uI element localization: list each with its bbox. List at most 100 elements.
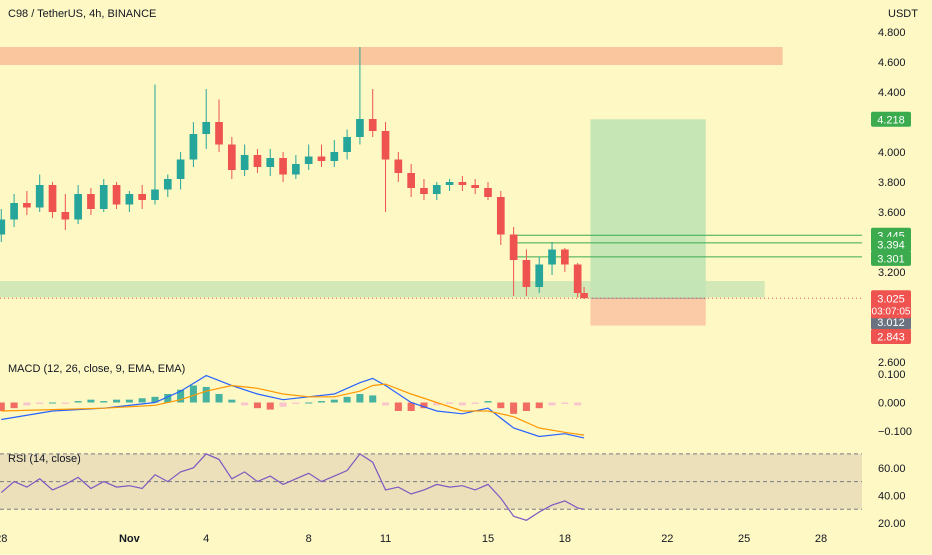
macd-histogram-bar: [382, 402, 390, 406]
macd-histogram-bar: [74, 401, 82, 403]
macd-pane[interactable]: [0, 374, 585, 439]
candle-body[interactable]: [35, 185, 44, 208]
candle-body[interactable]: [580, 293, 588, 299]
time-axis-tick-label: 11: [380, 533, 391, 545]
candle-body[interactable]: [163, 179, 172, 190]
price-tag: 3.301: [877, 253, 905, 265]
candle-body[interactable]: [0, 219, 6, 235]
macd-histogram-bar: [369, 395, 377, 403]
rsi-title: RSI (14, close): [8, 453, 81, 465]
candle-body[interactable]: [394, 159, 403, 174]
candle-body[interactable]: [151, 189, 159, 201]
candle-body[interactable]: [509, 234, 518, 261]
candle-body[interactable]: [471, 185, 480, 188]
candle-body[interactable]: [87, 194, 95, 209]
candle-body[interactable]: [317, 156, 326, 162]
price-tag-bg[interactable]: [871, 236, 911, 252]
macd-histogram-bar: [23, 402, 31, 406]
candle-body[interactable]: [125, 194, 134, 205]
current-price-tag-bg[interactable]: [871, 290, 911, 319]
macd-histogram-bar: [471, 402, 479, 404]
price-tag-bg[interactable]: [871, 314, 911, 330]
axes: 4.8004.6004.4004.2004.0003.8003.6003.400…: [0, 27, 912, 545]
candle-body[interactable]: [535, 264, 544, 288]
candle-body[interactable]: [343, 137, 351, 152]
price-tag-bg[interactable]: [871, 329, 911, 345]
candle-body[interactable]: [356, 119, 364, 137]
candle-body[interactable]: [420, 188, 428, 194]
candle-body[interactable]: [112, 185, 121, 205]
candle-body[interactable]: [381, 131, 390, 160]
candle-body[interactable]: [496, 197, 505, 235]
macd-histogram-bar: [522, 402, 530, 411]
candle-body[interactable]: [99, 185, 108, 209]
candle-body[interactable]: [48, 185, 57, 212]
position-stop-zone[interactable]: [590, 298, 706, 326]
macd-histogram-bar: [228, 399, 236, 403]
macd-histogram-bar: [164, 394, 172, 403]
candle-body[interactable]: [279, 158, 287, 175]
macd-histogram-bar: [356, 394, 364, 403]
candle-body[interactable]: [561, 249, 569, 265]
candle-body[interactable]: [330, 152, 339, 161]
rsi-line[interactable]: [0, 453, 585, 521]
candle-body[interactable]: [484, 188, 492, 197]
candle-body[interactable]: [407, 173, 415, 188]
candle-body[interactable]: [445, 182, 454, 185]
price-pane[interactable]: [0, 47, 862, 326]
candle-body[interactable]: [522, 260, 531, 287]
time-axis-tick-label: 15: [482, 533, 494, 545]
price-tag: 4.218: [877, 114, 905, 126]
candle-body[interactable]: [74, 194, 82, 220]
resistance-zone[interactable]: [0, 47, 783, 65]
currency-label[interactable]: USDT: [888, 8, 918, 20]
candle-body[interactable]: [138, 194, 147, 200]
candle-body[interactable]: [189, 134, 198, 160]
candle-body[interactable]: [176, 159, 185, 180]
chart-title: C98 / TetherUS, 4h, BINANCE: [8, 8, 156, 20]
price-tag: 2.843: [877, 332, 905, 344]
candle-body[interactable]: [266, 158, 275, 167]
position-target-zone[interactable]: [590, 119, 706, 299]
support-zone[interactable]: [0, 281, 765, 298]
macd-histogram-bar: [10, 402, 18, 409]
candle-body[interactable]: [304, 156, 313, 165]
candle-body[interactable]: [573, 264, 582, 294]
time-axis-tick-label: 25: [738, 533, 750, 545]
macd-histogram-bar: [215, 394, 223, 403]
macd-histogram-bar: [535, 402, 543, 409]
macd-histogram-bar: [574, 402, 582, 406]
macd-histogram-bar: [561, 402, 569, 404]
price-axis-tick-label: 3.200: [878, 267, 906, 279]
candle-body[interactable]: [240, 155, 249, 170]
macd-line[interactable]: [1, 374, 585, 439]
candle-body[interactable]: [368, 119, 377, 131]
macd-histogram-bar: [292, 402, 300, 404]
rsi-pane[interactable]: [0, 453, 862, 521]
price-axis-tick-label: 3.600: [878, 207, 906, 219]
candle-body[interactable]: [253, 155, 262, 167]
candle-body[interactable]: [10, 203, 18, 220]
candle-body[interactable]: [227, 144, 236, 171]
candle-body[interactable]: [292, 164, 300, 175]
price-axis-tick-label: 3.800: [878, 177, 906, 189]
price-tag-bg[interactable]: [871, 111, 911, 127]
candle-body[interactable]: [215, 122, 223, 145]
time-axis-tick-label: 28: [0, 533, 7, 545]
candle-body[interactable]: [432, 185, 441, 194]
candle-body[interactable]: [23, 203, 31, 208]
price-tag-bg[interactable]: [871, 250, 911, 266]
candle-body[interactable]: [61, 212, 70, 220]
macd-histogram-bar: [420, 402, 428, 409]
macd-axis-tick-label: 0.100: [878, 369, 906, 381]
candle-body[interactable]: [458, 182, 467, 185]
macd-histogram-bar: [266, 402, 274, 410]
candle-body[interactable]: [202, 122, 211, 134]
macd-histogram-bar: [241, 402, 249, 406]
macd-signal-line[interactable]: [1, 383, 585, 436]
candle-body[interactable]: [548, 249, 556, 265]
macd-histogram-bar: [61, 402, 69, 404]
macd-histogram-bar: [484, 401, 492, 403]
macd-histogram-bar: [343, 396, 351, 403]
